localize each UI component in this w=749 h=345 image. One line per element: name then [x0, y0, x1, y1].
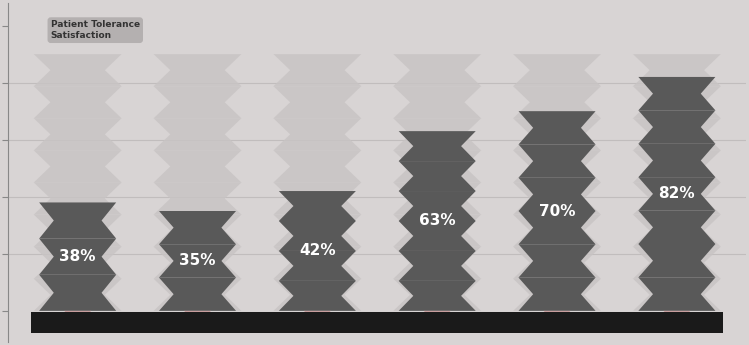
Polygon shape: [398, 131, 476, 161]
Polygon shape: [154, 118, 241, 150]
Text: 70%: 70%: [539, 204, 575, 218]
Polygon shape: [34, 215, 121, 247]
Polygon shape: [64, 311, 91, 325]
Bar: [31, 313, 723, 333]
Polygon shape: [513, 150, 601, 183]
Polygon shape: [273, 215, 361, 247]
Polygon shape: [304, 311, 331, 325]
Polygon shape: [393, 118, 481, 150]
Polygon shape: [398, 191, 476, 221]
Polygon shape: [154, 279, 241, 311]
Polygon shape: [398, 161, 476, 191]
Polygon shape: [633, 118, 721, 150]
Polygon shape: [513, 54, 601, 86]
Polygon shape: [273, 86, 361, 118]
Polygon shape: [633, 150, 721, 183]
Polygon shape: [633, 86, 721, 118]
Polygon shape: [154, 247, 241, 279]
Polygon shape: [34, 86, 121, 118]
Polygon shape: [279, 251, 356, 281]
Polygon shape: [398, 251, 476, 281]
Polygon shape: [273, 279, 361, 311]
Polygon shape: [159, 211, 236, 244]
Polygon shape: [34, 247, 121, 279]
Polygon shape: [633, 215, 721, 247]
Polygon shape: [638, 77, 715, 110]
Text: 82%: 82%: [658, 186, 695, 201]
Polygon shape: [34, 118, 121, 150]
Polygon shape: [638, 177, 715, 210]
Polygon shape: [513, 118, 601, 150]
Polygon shape: [638, 244, 715, 277]
Polygon shape: [39, 203, 116, 239]
Polygon shape: [273, 183, 361, 215]
Polygon shape: [34, 279, 121, 311]
Polygon shape: [424, 311, 451, 325]
Polygon shape: [518, 145, 595, 178]
Polygon shape: [279, 191, 356, 221]
Polygon shape: [544, 311, 571, 325]
Polygon shape: [633, 279, 721, 311]
Polygon shape: [34, 150, 121, 183]
Polygon shape: [664, 311, 691, 325]
Polygon shape: [398, 221, 476, 251]
Polygon shape: [638, 110, 715, 144]
Polygon shape: [154, 54, 241, 86]
Polygon shape: [154, 215, 241, 247]
Polygon shape: [154, 86, 241, 118]
Text: Patient Tolerance
Satisfaction: Patient Tolerance Satisfaction: [51, 20, 140, 40]
Polygon shape: [393, 150, 481, 183]
Polygon shape: [513, 86, 601, 118]
Polygon shape: [513, 215, 601, 247]
Polygon shape: [393, 54, 481, 86]
Polygon shape: [398, 281, 476, 311]
Polygon shape: [518, 211, 595, 244]
Polygon shape: [513, 247, 601, 279]
Polygon shape: [518, 278, 595, 311]
Polygon shape: [34, 183, 121, 215]
Polygon shape: [393, 279, 481, 311]
Polygon shape: [393, 215, 481, 247]
Polygon shape: [518, 111, 595, 145]
Text: 35%: 35%: [179, 254, 216, 268]
Text: 63%: 63%: [419, 214, 455, 228]
Polygon shape: [279, 221, 356, 251]
Polygon shape: [518, 244, 595, 278]
Polygon shape: [154, 183, 241, 215]
Polygon shape: [273, 247, 361, 279]
Polygon shape: [393, 183, 481, 215]
Text: 38%: 38%: [59, 249, 96, 264]
Polygon shape: [638, 277, 715, 311]
Polygon shape: [518, 178, 595, 211]
Polygon shape: [633, 183, 721, 215]
Polygon shape: [513, 279, 601, 311]
Polygon shape: [638, 144, 715, 177]
Text: 42%: 42%: [299, 244, 336, 258]
Polygon shape: [279, 281, 356, 311]
Polygon shape: [273, 54, 361, 86]
Polygon shape: [34, 54, 121, 86]
Polygon shape: [273, 118, 361, 150]
Polygon shape: [638, 210, 715, 244]
Polygon shape: [39, 239, 116, 275]
Polygon shape: [159, 244, 236, 278]
Polygon shape: [633, 54, 721, 86]
Polygon shape: [273, 150, 361, 183]
Polygon shape: [159, 278, 236, 311]
Polygon shape: [154, 150, 241, 183]
Polygon shape: [633, 247, 721, 279]
Polygon shape: [184, 311, 211, 325]
Polygon shape: [393, 86, 481, 118]
Polygon shape: [39, 275, 116, 311]
Polygon shape: [513, 183, 601, 215]
Polygon shape: [393, 247, 481, 279]
